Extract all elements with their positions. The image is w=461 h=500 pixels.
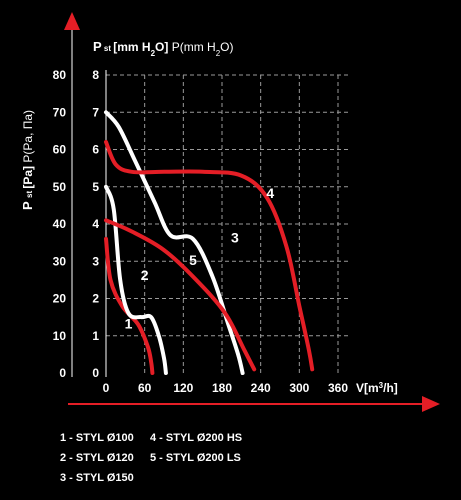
series-label-5: 5 bbox=[189, 252, 197, 268]
y-tick-label-left: 30 bbox=[53, 254, 67, 268]
series-curve-5 bbox=[104, 218, 257, 372]
y-tick-label-right: 8 bbox=[92, 68, 99, 82]
y-tick-label-left: 0 bbox=[59, 366, 66, 380]
y-tick-label-right: 4 bbox=[92, 217, 99, 231]
y-tick-label-left: 50 bbox=[53, 180, 67, 194]
y-tick-label-left: 80 bbox=[53, 68, 67, 82]
y-axis-right-label: P st [mm H2O] P(mm H2O) bbox=[93, 39, 234, 58]
y-axis-left-label: P st [Pa] P(Pa, Па) bbox=[20, 110, 35, 210]
y-tick-label-right: 5 bbox=[92, 180, 99, 194]
y-tick-label-left: 20 bbox=[53, 292, 67, 306]
y-tick-label-left: 10 bbox=[53, 329, 67, 343]
y-axis-left-label-text: P st [Pa] P(Pa, Па) bbox=[20, 110, 35, 210]
series-label-3: 3 bbox=[231, 230, 239, 246]
y-tick-label-right: 7 bbox=[92, 105, 99, 119]
series-curve-3 bbox=[104, 110, 245, 375]
x-tick-label: 60 bbox=[138, 381, 152, 395]
series-curve-2 bbox=[104, 184, 168, 375]
x-axis-arrow-head bbox=[422, 396, 440, 412]
y-tick-label-right: 1 bbox=[92, 329, 99, 343]
x-tick-label: 180 bbox=[212, 381, 232, 395]
legend-item-1: 1 - STYL Ø100 bbox=[60, 432, 134, 444]
series-curve-1 bbox=[104, 236, 155, 375]
y-tick-label-left: 60 bbox=[53, 143, 67, 157]
series-label-1: 1 bbox=[125, 315, 133, 331]
legend-item-5: 5 - STYL Ø200 LS bbox=[150, 452, 241, 464]
y-tick-label-right: 3 bbox=[92, 254, 99, 268]
x-tick-label: 360 bbox=[328, 381, 348, 395]
x-tick-label: 0 bbox=[103, 381, 110, 395]
legend-item-4: 4 - STYL Ø200 HS bbox=[150, 432, 243, 444]
y-tick-label-right: 6 bbox=[92, 143, 99, 157]
series-curve-4 bbox=[104, 140, 315, 372]
y-tick-label-right: 2 bbox=[92, 292, 99, 306]
legend-item-3: 3 - STYL Ø150 bbox=[60, 472, 134, 484]
x-tick-label: 240 bbox=[251, 381, 271, 395]
x-tick-label: 120 bbox=[173, 381, 193, 395]
legend-item-2: 2 - STYL Ø120 bbox=[60, 452, 134, 464]
y-tick-label-right: 0 bbox=[92, 366, 99, 380]
x-tick-label: 300 bbox=[289, 381, 309, 395]
series-label-4: 4 bbox=[266, 185, 274, 201]
series-label-2: 2 bbox=[141, 267, 149, 283]
y-tick-label-left: 70 bbox=[53, 105, 67, 119]
x-axis-label: V[m3/h] bbox=[356, 381, 398, 396]
y-tick-label-left: 40 bbox=[53, 217, 67, 231]
y-axis-arrow-head bbox=[64, 12, 80, 30]
